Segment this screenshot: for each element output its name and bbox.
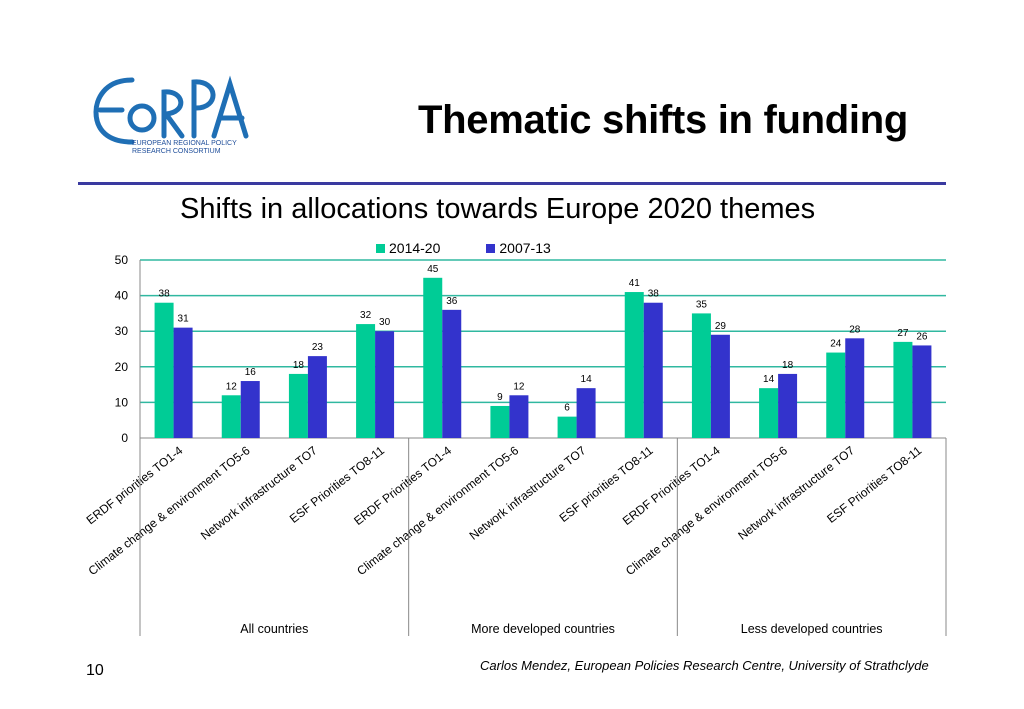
data-label: 12 [513,381,525,392]
bar-2014 [288,373,308,438]
y-tick-label: 0 [121,431,128,445]
category-label: Network infrastructure TO7 [735,443,857,543]
y-tick-label: 50 [115,253,129,267]
group-label: More developed countries [471,622,615,636]
data-label: 29 [715,321,727,332]
bar-2014 [624,292,644,438]
data-label: 38 [648,289,660,300]
bar-2007 [307,356,327,438]
eorpa-logo: EUROPEAN REGIONAL POLICY RESEARCH CONSOR… [92,70,252,166]
data-label: 35 [696,299,708,310]
header-divider [78,182,946,185]
legend-item-2007: 2007-13 [486,240,551,256]
bar-2014 [759,388,779,438]
bar-2014 [221,395,241,438]
bar-2007 [509,395,529,438]
bar-2007 [173,327,193,438]
data-label: 38 [159,289,171,300]
data-label: 30 [379,317,391,328]
bar-2014 [893,341,913,438]
bar-2007 [375,331,395,438]
chart-title: Shifts in allocations towards Europe 202… [180,193,816,225]
data-label: 18 [782,360,794,371]
bar-2014 [557,416,577,438]
legend-swatch-2007 [486,243,496,253]
data-label: 14 [581,374,593,385]
bar-2007 [576,388,596,438]
data-label: 41 [629,278,641,289]
category-label: Network infrastructure TO7 [198,443,320,543]
data-label: 6 [564,403,570,414]
chart-legend: 2014-20 2007-13 [376,240,551,256]
data-label: 27 [897,328,909,339]
data-label: 45 [427,264,439,275]
data-label: 31 [178,314,190,325]
data-label: 24 [830,339,842,350]
page-title: Thematic shifts in funding [418,98,908,142]
bar-2007 [643,302,663,438]
bar-2014 [154,302,174,438]
logo-caption-line1: EUROPEAN REGIONAL POLICY [132,140,237,147]
bar-2014 [423,277,443,438]
footer-credit: Carlos Mendez, European Policies Researc… [480,658,929,673]
logo-caption: EUROPEAN REGIONAL POLICY RESEARCH CONSOR… [132,140,237,156]
bar-2007 [442,309,462,438]
y-tick-label: 30 [115,324,129,338]
legend-swatch-2014 [376,243,385,253]
data-label: 18 [293,360,305,371]
data-label: 28 [849,324,861,335]
bar-2007 [912,345,932,438]
bar-2007 [845,338,865,438]
bar-2007 [240,381,260,438]
data-label: 12 [226,381,238,392]
data-label: 32 [360,310,372,321]
y-tick-label: 10 [115,395,129,409]
data-label: 16 [245,367,257,378]
bar-2007 [778,373,798,438]
bar-2014 [356,324,376,438]
logo-caption-line2: RESEARCH CONSORTIUM [132,148,221,155]
group-label: Less developed countries [741,622,883,636]
bar-2007 [710,334,730,438]
data-label: 23 [312,342,324,353]
legend-label-2014: 2014-20 [389,240,441,256]
legend-item-2014: 2014-20 [376,240,440,256]
y-tick-label: 20 [115,360,129,374]
group-label: All countries [240,622,308,636]
eorpa-logo-mark [93,75,249,145]
data-label: 14 [763,374,775,385]
data-label: 9 [497,392,503,403]
bar-2014 [490,405,510,438]
category-label: Network infrastructure TO7 [467,443,589,543]
y-tick-label: 40 [115,289,129,303]
data-label: 26 [916,331,928,342]
legend-label-2007: 2007-13 [499,240,551,256]
page-number: 10 [86,662,104,679]
bar-2014 [826,352,846,438]
data-label: 36 [446,296,458,307]
bar-2014 [691,313,711,438]
